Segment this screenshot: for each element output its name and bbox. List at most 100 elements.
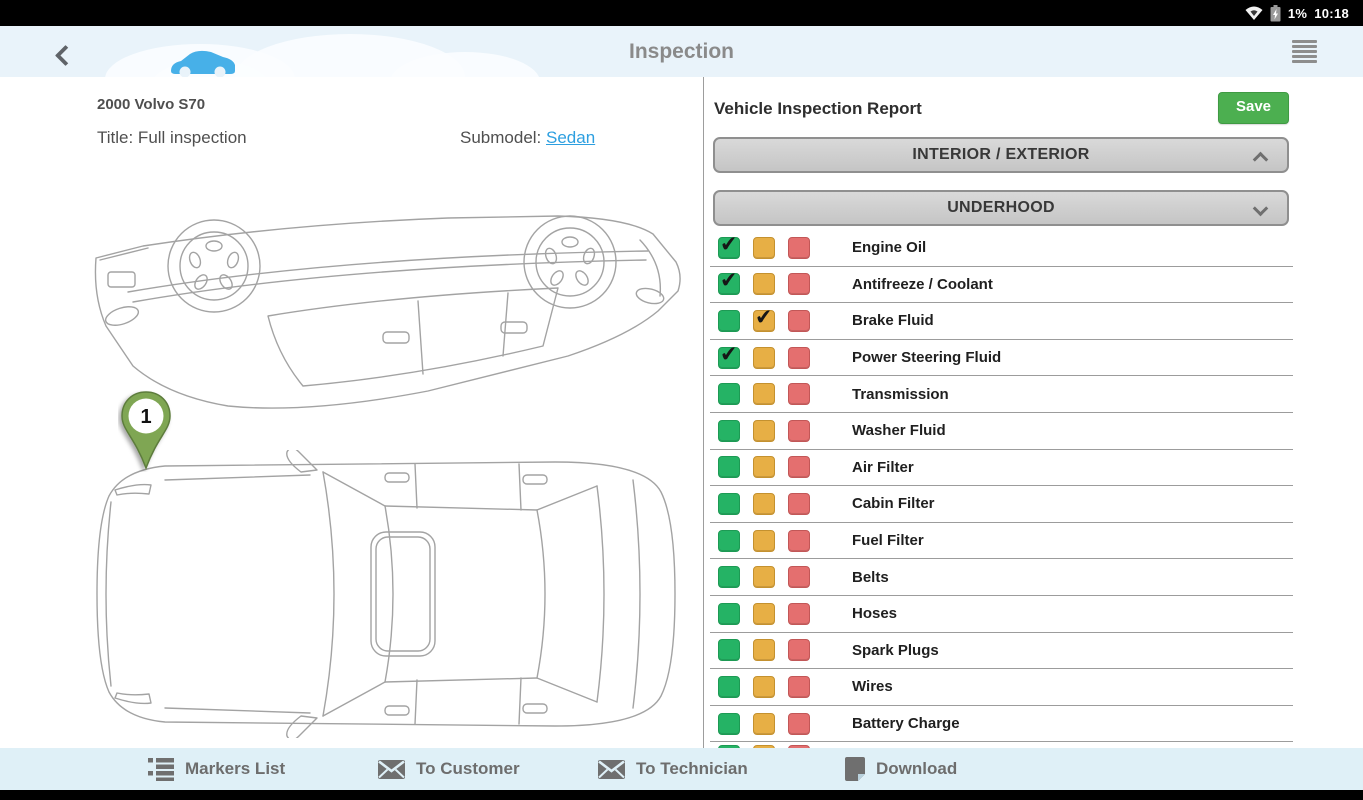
status-checkbox-yellow[interactable] <box>753 529 775 552</box>
inspection-item-label: Antifreeze / Coolant <box>852 275 993 293</box>
android-nav-bar <box>0 790 1363 800</box>
inspection-item-label: Washer Fluid <box>852 422 946 440</box>
download-button[interactable]: Download <box>845 748 957 790</box>
section-header-interior-exterior[interactable]: INTERIOR / EXTERIOR <box>713 137 1289 173</box>
status-checkbox-green[interactable] <box>718 309 740 332</box>
inspection-item-row: Fuel Filter <box>710 523 1293 560</box>
status-checkbox-red[interactable] <box>788 456 810 479</box>
status-checkbox-yellow[interactable] <box>753 236 775 259</box>
chevron-down-icon <box>1252 200 1269 217</box>
marker-pin[interactable]: 1 <box>118 390 174 472</box>
inspection-item-row: Brake Fluid <box>710 303 1293 340</box>
section-header-underhood[interactable]: UNDERHOOD <box>713 190 1289 226</box>
status-checkbox-yellow[interactable] <box>753 456 775 479</box>
inspection-item-label: Brake Fluid <box>852 312 934 330</box>
status-checkbox-yellow[interactable] <box>753 419 775 442</box>
status-checkbox-green[interactable] <box>718 675 740 698</box>
inspection-item-row: Power Steering Fluid <box>710 340 1293 377</box>
status-checkbox-red[interactable] <box>788 383 810 406</box>
status-checkbox-yellow[interactable] <box>753 273 775 296</box>
submodel-row: Submodel: Sedan <box>460 128 595 148</box>
status-checkbox-green[interactable] <box>718 712 740 735</box>
status-checkbox-yellow[interactable] <box>753 346 775 369</box>
inspection-item-label: Wires <box>852 678 893 696</box>
status-checkbox-green[interactable] <box>718 236 740 259</box>
status-checkbox-green[interactable] <box>718 346 740 369</box>
toolbar-label: To Technician <box>636 759 748 778</box>
inspection-item-row: Air Filter <box>710 450 1293 487</box>
inspection-item-row: Spark Plugs <box>710 633 1293 670</box>
status-checkbox-yellow[interactable] <box>753 309 775 332</box>
status-checkbox-red[interactable] <box>788 419 810 442</box>
inspection-item-row: Belts <box>710 559 1293 596</box>
inspection-item-label: Cabin Filter <box>852 495 935 513</box>
inspection-item-label: Fuel Filter <box>852 532 924 550</box>
status-checkbox-green[interactable] <box>718 419 740 442</box>
status-checkbox-green[interactable] <box>718 529 740 552</box>
status-checkbox-green[interactable] <box>718 745 740 748</box>
vehicle-diagram-panel: 2000 Volvo S70 Title: Full inspection Su… <box>0 77 703 748</box>
status-checkbox-green[interactable] <box>718 383 740 406</box>
status-checkbox-red[interactable] <box>788 346 810 369</box>
status-checkbox-yellow[interactable] <box>753 566 775 589</box>
status-checkbox-yellow[interactable] <box>753 712 775 735</box>
inspection-item-label: Power Steering Fluid <box>852 349 1002 367</box>
status-checkbox-red[interactable] <box>788 309 810 332</box>
status-checkbox-red[interactable] <box>788 236 810 259</box>
status-checkbox-green[interactable] <box>718 566 740 589</box>
toolbar-label: To Customer <box>416 759 520 778</box>
status-checkbox-red[interactable] <box>788 675 810 698</box>
inspection-item-label: Transmission <box>852 385 949 403</box>
to-technician-button[interactable]: To Technician <box>598 748 748 790</box>
inspection-item-label: Belts <box>852 568 889 586</box>
status-checkbox-red[interactable] <box>788 566 810 589</box>
wifi-icon <box>1245 6 1263 20</box>
status-checkbox-red[interactable] <box>788 529 810 552</box>
chevron-up-icon <box>1252 151 1269 168</box>
section-label: INTERIOR / EXTERIOR <box>912 146 1090 163</box>
status-checkbox-red[interactable] <box>788 745 810 748</box>
status-checkbox-red[interactable] <box>788 602 810 625</box>
section-label: UNDERHOOD <box>947 199 1055 216</box>
status-checkbox-yellow[interactable] <box>753 675 775 698</box>
inspection-item-label: Hoses <box>852 605 898 623</box>
status-checkbox-green[interactable] <box>718 492 740 515</box>
to-customer-button[interactable]: To Customer <box>378 748 520 790</box>
page-title: Inspection <box>628 40 734 63</box>
car-diagram-underbody[interactable] <box>88 196 688 446</box>
inspection-item-row: Transmission <box>710 376 1293 413</box>
status-checkbox-yellow[interactable] <box>753 602 775 625</box>
status-checkbox-red[interactable] <box>788 492 810 515</box>
report-title: Vehicle Inspection Report <box>714 99 922 118</box>
markers-list-button[interactable]: Markers List <box>148 748 285 790</box>
status-checkbox-green[interactable] <box>718 273 740 296</box>
status-checkbox-green[interactable] <box>718 602 740 625</box>
submodel-label: Submodel: <box>460 128 546 147</box>
status-time: 10:18 <box>1314 5 1349 21</box>
status-checkbox-yellow[interactable] <box>753 383 775 406</box>
submodel-link[interactable]: Sedan <box>546 128 596 147</box>
inspection-item-label: Spark Plugs <box>852 641 939 659</box>
status-checkbox-green[interactable] <box>718 456 740 479</box>
status-checkbox-red[interactable] <box>788 273 810 296</box>
toolbar-label: Markers List <box>185 759 286 778</box>
status-checkbox-red[interactable] <box>788 712 810 735</box>
status-checkbox-yellow[interactable] <box>753 492 775 515</box>
inspection-item-row: Battery Charge <box>710 706 1293 743</box>
inspection-item-label: Air Filter <box>852 458 914 476</box>
status-checkbox-red[interactable] <box>788 639 810 662</box>
android-status-bar: 1% 10:18 <box>0 0 1363 26</box>
inspection-item-row: Cabin Filter <box>710 486 1293 523</box>
menu-icon[interactable] <box>1292 40 1317 63</box>
save-button[interactable]: Save <box>1218 92 1289 124</box>
inspection-item-row: Washer Fluid <box>710 413 1293 450</box>
car-diagram-top-view[interactable] <box>85 450 690 738</box>
envelope-icon <box>598 759 625 779</box>
app-header: Inspection <box>0 26 1363 78</box>
vehicle-name: 2000 Volvo S70 <box>97 96 206 113</box>
status-checkbox-green[interactable] <box>718 639 740 662</box>
inspection-title-label: Title: Full inspection <box>97 128 247 147</box>
status-checkbox-yellow[interactable] <box>753 745 775 748</box>
panel-divider <box>703 77 704 748</box>
status-checkbox-yellow[interactable] <box>753 639 775 662</box>
